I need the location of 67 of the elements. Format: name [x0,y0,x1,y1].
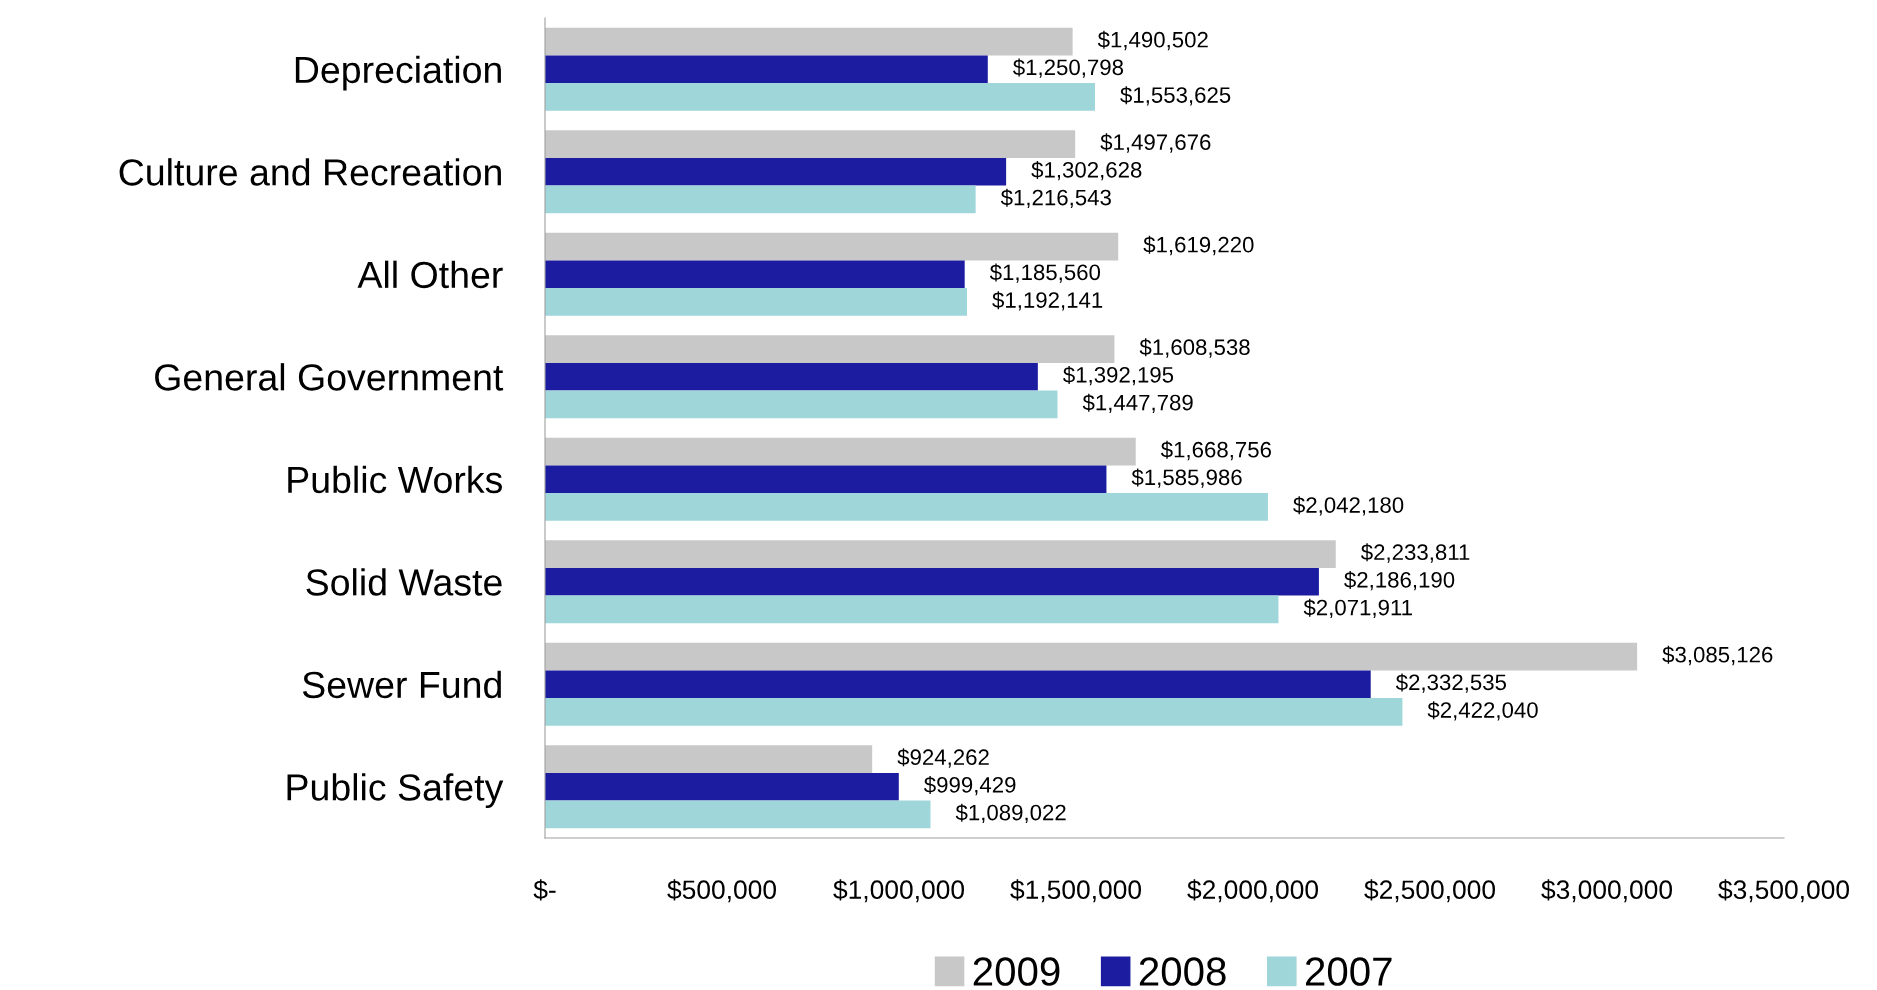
bar [545,800,931,829]
data-label: $2,332,535 [1395,673,1507,693]
bar [545,130,1076,158]
legend-label: 2007 [1305,957,1392,986]
bar [545,493,1268,521]
bar [545,465,1107,494]
bar [545,567,1319,596]
data-label: $1,089,022 [955,803,1066,824]
bar [545,157,1007,186]
x-tick-label: $2,500,000 [1364,879,1496,903]
y-tick-label: Public Safety [287,773,504,809]
data-label: $1,216,543 [1000,188,1111,209]
x-tick-label: $3,000,000 [1541,879,1673,903]
data-label: $2,233,811 [1361,543,1470,563]
bar [545,642,1638,671]
legend-label: 2009 [973,957,1060,986]
data-label: $2,186,190 [1344,571,1455,591]
y-tick-label: Solid Waste [306,568,502,596]
data-label: $3,085,126 [1662,645,1773,666]
data-label: $1,553,625 [1120,86,1231,106]
bar [545,55,988,84]
y-tick-label: Depreciation [295,55,501,91]
bar [545,390,1058,419]
bar [545,288,968,316]
data-label: $2,071,911 [1303,598,1412,619]
bar [545,595,1279,624]
data-label: $1,185,560 [989,263,1101,283]
data-label: $1,497,676 [1100,133,1211,153]
data-label: $1,608,538 [1139,338,1250,358]
data-label: $2,042,180 [1293,496,1404,516]
y-tick-label: Culture and Recreation [119,158,501,186]
y-tick-label: General Government [155,363,504,391]
x-tick-label: $500,000 [667,879,777,903]
y-tick-label: Public Works [288,465,502,494]
x-tick-label: $1,500,000 [1010,879,1142,903]
data-label: $1,619,220 [1143,235,1254,256]
data-label: $1,490,502 [1097,30,1208,51]
data-label: $924,262 [897,748,989,768]
data-label: $2,422,040 [1427,701,1538,721]
x-tick-label: $1,000,000 [833,879,965,903]
x-tick-label: $2,000,000 [1187,879,1319,903]
bar [545,772,899,801]
bar [545,83,1095,111]
bar [545,437,1136,466]
data-label: $1,392,195 [1063,366,1174,386]
legend-label: 2008 [1139,957,1226,986]
bar [545,27,1073,56]
y-tick-label: All Other [357,260,503,289]
data-label: $999,429 [924,776,1016,796]
y-tick-label: Sewer Fund [302,670,501,699]
bar [545,698,1403,726]
bar [545,362,1038,391]
x-tick-label: $- [533,879,556,901]
bar [545,540,1336,568]
bar [545,745,873,773]
data-label: $1,585,986 [1131,468,1242,488]
data-label: $1,250,798 [1013,58,1124,78]
x-tick-label: $3,500,000 [1718,879,1850,903]
data-label: $1,302,628 [1031,161,1142,181]
bar [545,232,1119,261]
bar [545,670,1371,699]
data-label: $1,668,756 [1160,440,1271,461]
data-label: $1,192,141 [992,291,1103,311]
data-label: $1,447,789 [1082,393,1193,414]
bar [545,260,965,289]
bar [545,185,976,214]
bar [545,335,1115,363]
